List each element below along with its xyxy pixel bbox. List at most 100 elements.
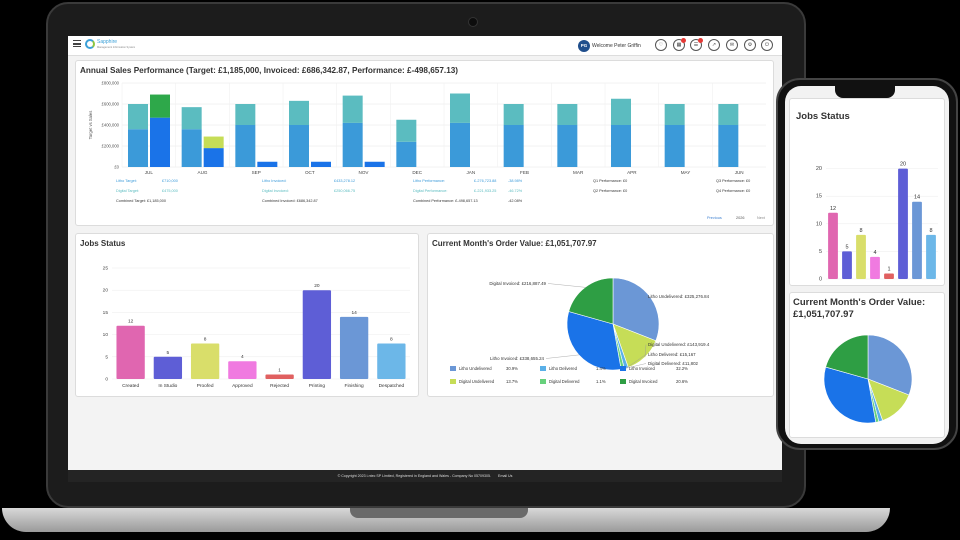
settings-icon[interactable]: ⚙	[744, 39, 756, 51]
data-label: 8	[929, 228, 932, 234]
bar-printing	[898, 168, 908, 279]
bar-litho-target	[718, 125, 739, 167]
legend-percent: 20.6%	[676, 379, 688, 384]
data-label: 14	[351, 310, 357, 316]
bar-digital-target	[557, 104, 578, 125]
y-tick-label: £0	[114, 165, 119, 170]
bar-in-studio	[842, 251, 852, 279]
phone-pie-chart	[823, 334, 913, 424]
summary-cell: Digital Target:	[116, 189, 140, 193]
bar-proofed	[190, 343, 220, 379]
y-axis-label: Target vs Sales	[88, 111, 93, 140]
bar-digital-target	[289, 100, 309, 125]
bar-litho-target	[557, 125, 578, 167]
data-label: 20	[314, 283, 320, 289]
avatar[interactable]: PG	[578, 40, 590, 52]
bar-digital-target	[664, 104, 685, 125]
leader-line	[547, 283, 586, 288]
legend-percent: 32.2%	[676, 366, 688, 371]
summary-cell: £475,000	[162, 189, 178, 193]
x-tick-label: JUL	[145, 170, 154, 175]
bar-digital-target	[718, 104, 739, 125]
x-tick-label: FEB	[520, 170, 529, 175]
leader-line	[545, 354, 579, 359]
legend-label: Digital Invoiced	[629, 379, 658, 384]
slice-label: Digital Delivered: £11,802	[648, 361, 699, 366]
menu-icon[interactable]	[73, 40, 81, 47]
leader-line	[645, 296, 652, 299]
calendar-icon[interactable]: ▦	[673, 38, 686, 51]
x-tick-label: JUN	[735, 170, 744, 175]
previous-button[interactable]: Previous	[707, 216, 722, 220]
summary-cell: Digital Performance:	[413, 189, 448, 193]
slice-label: Litho Undelivered: £325,276.84	[648, 294, 710, 299]
jobs-chart: 0 5 10 15 20 25 12 Created 5 In Studio 8 Proofed 4 Ap…	[103, 266, 410, 389]
summary-cell: -42.08%	[508, 199, 523, 203]
data-label: 12	[830, 206, 836, 212]
data-label: 8	[204, 336, 207, 342]
year-label[interactable]: 2026	[736, 216, 745, 220]
y-tick-label: £400,000	[102, 123, 120, 128]
pie-slice-litho-invoiced	[566, 311, 622, 371]
data-label: 8	[859, 228, 862, 234]
y-tick-label: £600,000	[102, 102, 120, 107]
email-us-link[interactable]: Email Us	[498, 474, 513, 478]
bar-digital-target	[128, 104, 148, 130]
bar-digital-invoiced	[150, 94, 170, 118]
bar-litho-target	[235, 125, 256, 167]
bar-digital-target	[235, 104, 256, 125]
list-icon[interactable]: ☰	[690, 38, 703, 51]
legend-percent: 1.1%	[596, 379, 606, 384]
y-tick-label: 15	[103, 310, 109, 316]
laptop-screen: Sapphire Management Information System P…	[68, 36, 782, 482]
x-tick-label: MAR	[573, 170, 584, 175]
summary-cell: Q3 Performance: £0	[716, 179, 751, 183]
summary-cell: £-221,933.25	[474, 189, 497, 193]
legend-label: Litho Delivered	[549, 366, 578, 371]
data-label: 5	[167, 350, 170, 356]
leader-line	[622, 363, 647, 370]
phone-jobs-chart: 0 5 10 15 20 12 5 8 4 1 20 14 8	[816, 162, 938, 283]
summary-cell: £433,278.12	[334, 179, 356, 183]
leader-line	[626, 354, 647, 369]
x-tick-label: Approved	[232, 383, 253, 389]
summary-cell: Combined Invoiced: £686,342.87	[262, 199, 318, 203]
data-label: 20	[900, 162, 906, 168]
top-bar: Sapphire Management Information System P…	[68, 36, 782, 56]
bar-digital-target	[396, 119, 417, 142]
y-tick-label: £200,000	[102, 144, 120, 149]
legend-percent: 1.4%	[596, 366, 606, 371]
summary-cell: Litho Performance:	[413, 179, 446, 183]
summary-cell: Combined Target: £1,185,000	[116, 199, 166, 203]
y-tick-label: £800,000	[102, 81, 120, 86]
bar-proofed	[856, 234, 866, 279]
bar-litho-invoiced	[150, 117, 170, 167]
y-tick-label: 20	[103, 288, 109, 294]
jobs-card: Jobs Status 0 5 10 15 20 25 12 Created 5 In Studi…	[75, 233, 419, 397]
summary-cell: Digital Invoiced:	[262, 189, 289, 193]
pie-slice-digital-invoiced	[825, 334, 869, 380]
legend-swatch	[450, 379, 456, 384]
next-button[interactable]: Next	[757, 216, 765, 220]
external-link-icon[interactable]: ↗	[708, 39, 720, 51]
bar-litho-target	[342, 122, 363, 167]
summary-cell: Q2 Performance: £0	[593, 189, 628, 193]
order-pie-chart: Litho Undelivered: £325,276.84 Digital Un…	[450, 277, 710, 384]
sales-card: Annual Sales Performance (Target: £1,185…	[75, 60, 774, 226]
x-tick-label: AUG	[198, 170, 208, 175]
heart-icon[interactable]: ♡	[655, 39, 667, 51]
data-label: 4	[873, 250, 876, 256]
pie-slice-litho-invoiced	[823, 366, 877, 424]
mail-icon[interactable]: ✉	[726, 39, 738, 51]
phone-jobs-card: Jobs Status 0 5 10 15 20 12 5 8 4 1 20 14 8	[789, 98, 945, 286]
x-tick-label: Despatched	[379, 383, 405, 389]
power-icon[interactable]: ⏻	[761, 39, 773, 51]
bar-printing	[302, 290, 332, 379]
x-tick-label: Created	[122, 383, 139, 389]
bar-litho-target	[396, 141, 417, 167]
order-title: Current Month's Order Value: £1,051,707.…	[432, 239, 597, 248]
bar-litho-target	[289, 125, 309, 167]
legend-percent: 13.7%	[506, 379, 518, 384]
summary-cell: £710,000	[162, 179, 178, 183]
